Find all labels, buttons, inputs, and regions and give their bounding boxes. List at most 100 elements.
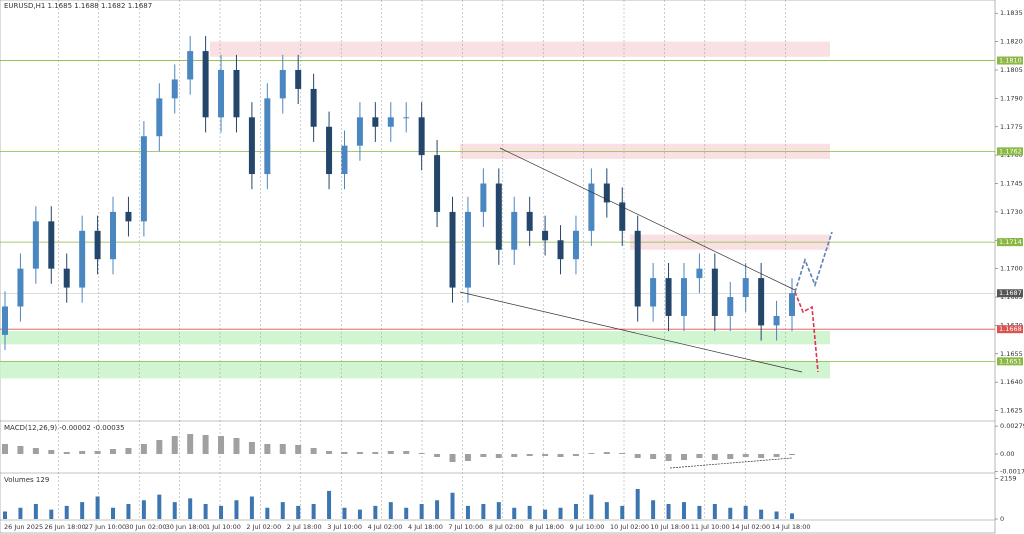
- candle-body: [94, 230, 101, 260]
- candle-body: [295, 70, 302, 89]
- volume-bar: [558, 507, 563, 519]
- x-tick-label: 10 Jul 02:00: [610, 523, 649, 531]
- x-tick-label: 9 Jul 10:00: [570, 523, 605, 531]
- volume-bar: [265, 507, 270, 519]
- macd-bar: [572, 454, 579, 456]
- candle-body: [140, 136, 147, 222]
- volume-bar: [790, 513, 794, 519]
- volume-bar: [311, 504, 316, 519]
- macd-bar: [63, 452, 70, 454]
- macd-bar: [434, 454, 441, 457]
- volume-bar: [635, 489, 640, 519]
- candle-body: [572, 230, 579, 260]
- volume-bar: [404, 507, 409, 519]
- trend-channel: [459, 147, 803, 469]
- level-tag: [997, 325, 1023, 334]
- level-label: 1.1714: [999, 238, 1022, 246]
- volume-bar: [728, 507, 733, 519]
- volume-label: Volumes 129: [4, 476, 49, 484]
- macd-bar: [326, 451, 333, 454]
- macd-bar: [758, 454, 765, 458]
- macd-bar: [233, 438, 240, 454]
- x-tick-label: 26 Jun 2025: [4, 523, 43, 531]
- volume-bar: [543, 509, 548, 519]
- zone: [0, 361, 830, 379]
- candles: [2, 35, 795, 350]
- macd-bar: [789, 454, 795, 455]
- candle-body: [434, 155, 441, 212]
- volume-bar: [219, 505, 224, 519]
- level-label: 1.1762: [999, 147, 1022, 155]
- volume-bar: [64, 505, 69, 519]
- candle-body: [17, 268, 24, 307]
- candle-body: [696, 268, 703, 279]
- macd-bar: [619, 453, 626, 454]
- x-tick-label: 26 Jun 18:00: [44, 523, 85, 531]
- y-tick-label: 1.1775: [1000, 123, 1023, 131]
- candle-body: [619, 202, 626, 231]
- macd-bar: [48, 450, 55, 454]
- y-tick-label: 1.1820: [1000, 38, 1023, 46]
- volume-bar: [512, 507, 517, 519]
- macd-bar: [32, 448, 39, 454]
- candle-body: [603, 183, 610, 203]
- grid: [58, 0, 998, 520]
- volume-bar: [481, 504, 486, 519]
- volume-bar: [759, 509, 764, 519]
- candle-body: [403, 117, 410, 119]
- x-tick-label: 8 Jul 02:00: [489, 523, 524, 531]
- macd-bar: [156, 440, 163, 454]
- macd-bar: [387, 451, 394, 454]
- macd-bar: [464, 454, 471, 461]
- volume-tick-label: 2159: [1000, 475, 1017, 483]
- x-tick-label: 2 Jul 02:00: [246, 523, 281, 531]
- candle-body: [356, 117, 363, 146]
- volume-bar: [172, 502, 177, 519]
- candle-body: [125, 211, 132, 222]
- macd-bar: [17, 446, 24, 454]
- candle-body: [32, 221, 39, 269]
- macd-bar: [449, 454, 456, 462]
- macd-bar: [680, 454, 687, 460]
- macd-bar: [526, 454, 533, 456]
- x-tick-label: 4 Jul 18:00: [408, 523, 443, 531]
- volume-bar: [296, 505, 301, 519]
- candle-body: [634, 230, 641, 307]
- y-tick-label: 1.1805: [1000, 66, 1023, 74]
- macd-bar: [511, 454, 518, 457]
- x-tick-label: 2 Jul 18:00: [287, 523, 322, 531]
- zones: [0, 41, 830, 379]
- candle-body: [187, 51, 194, 80]
- macd-bar: [110, 449, 117, 454]
- volume-bar: [496, 502, 501, 519]
- macd-bar: [418, 453, 425, 454]
- candle-body: [480, 183, 487, 212]
- volume-bar: [527, 505, 532, 519]
- macd-bar: [542, 454, 549, 456]
- volume-bar: [450, 492, 455, 519]
- volume-bar: [373, 505, 378, 519]
- candle-body: [588, 183, 595, 231]
- macd-bar: [171, 436, 178, 454]
- candle-body: [742, 278, 749, 298]
- macd-tick-label: -0.00176: [1000, 468, 1024, 476]
- x-tick-label: 30 Jun 18:00: [166, 523, 207, 531]
- candle-body: [79, 230, 86, 288]
- candle-body: [758, 278, 765, 326]
- volume-bar: [465, 505, 470, 519]
- volume-bar: [33, 504, 38, 519]
- volume-bar: [327, 490, 332, 519]
- x-tick-label: 14 Jul 18:00: [772, 523, 811, 531]
- macd-bar: [603, 452, 610, 454]
- candle-body: [171, 79, 178, 99]
- macd-bar: [356, 452, 363, 454]
- macd-bar: [125, 448, 132, 454]
- candle-body: [495, 183, 502, 250]
- candle-body: [650, 278, 657, 307]
- y-tick-label: 1.1745: [1000, 180, 1023, 188]
- volume-bar: [712, 504, 717, 519]
- candle-body: [680, 278, 687, 316]
- volume-bar: [589, 494, 594, 519]
- candle-body: [727, 297, 734, 316]
